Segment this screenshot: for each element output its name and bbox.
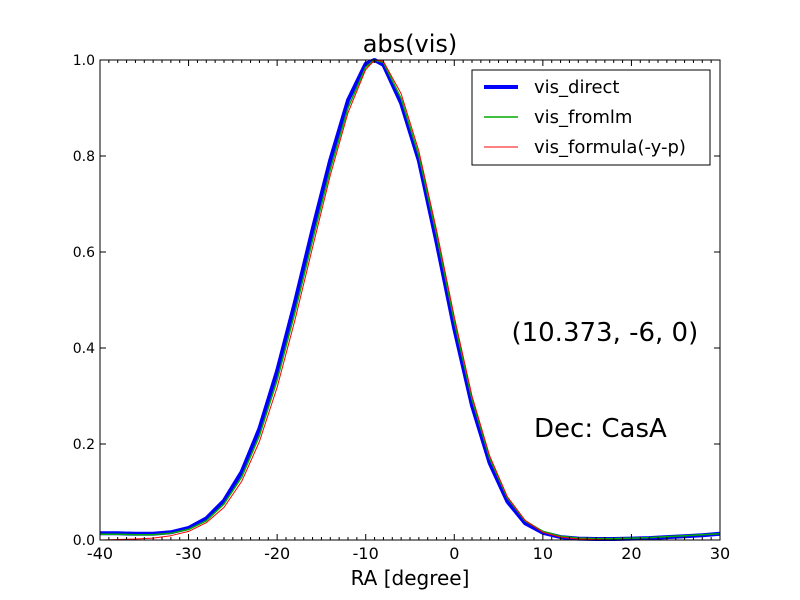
x-tick-label: 10 <box>533 544 553 563</box>
y-tick-label: 1.0 <box>73 53 95 69</box>
coordinates-annotation: (10.373, -6, 0) <box>511 318 698 348</box>
x-tick-label: 30 <box>710 544 730 563</box>
chart-title: abs(vis) <box>363 30 458 58</box>
y-tick-label: 0.4 <box>73 341 95 357</box>
y-tick-label: 0.6 <box>73 245 95 261</box>
x-tick-label: 0 <box>449 544 459 563</box>
x-axis-label: RA [degree] <box>351 566 470 590</box>
x-tick-label: -30 <box>176 544 202 563</box>
x-tick-label: -10 <box>353 544 379 563</box>
legend: vis_direct vis_fromlm vis_formula(-y-p) <box>471 69 711 166</box>
x-tick-label: -40 <box>87 544 113 563</box>
declination-annotation: Dec: CasA <box>534 414 667 444</box>
y-tick-label: 0.0 <box>73 533 95 549</box>
legend-label-vis-fromlm: vis_fromlm <box>534 107 632 128</box>
legend-label-vis-formula: vis_formula(-y-p) <box>534 137 686 158</box>
x-tick-label: -20 <box>264 544 290 563</box>
y-tick-label: 0.2 <box>73 437 95 453</box>
legend-label-vis-direct: vis_direct <box>534 77 620 98</box>
x-tick-label: 20 <box>621 544 641 563</box>
ticks-layer: -40 -30 -20 -10 0 10 20 30 0.0 0.2 0.4 0.6 0.8 1.0 <box>73 53 730 563</box>
y-tick-label: 0.8 <box>73 149 95 165</box>
